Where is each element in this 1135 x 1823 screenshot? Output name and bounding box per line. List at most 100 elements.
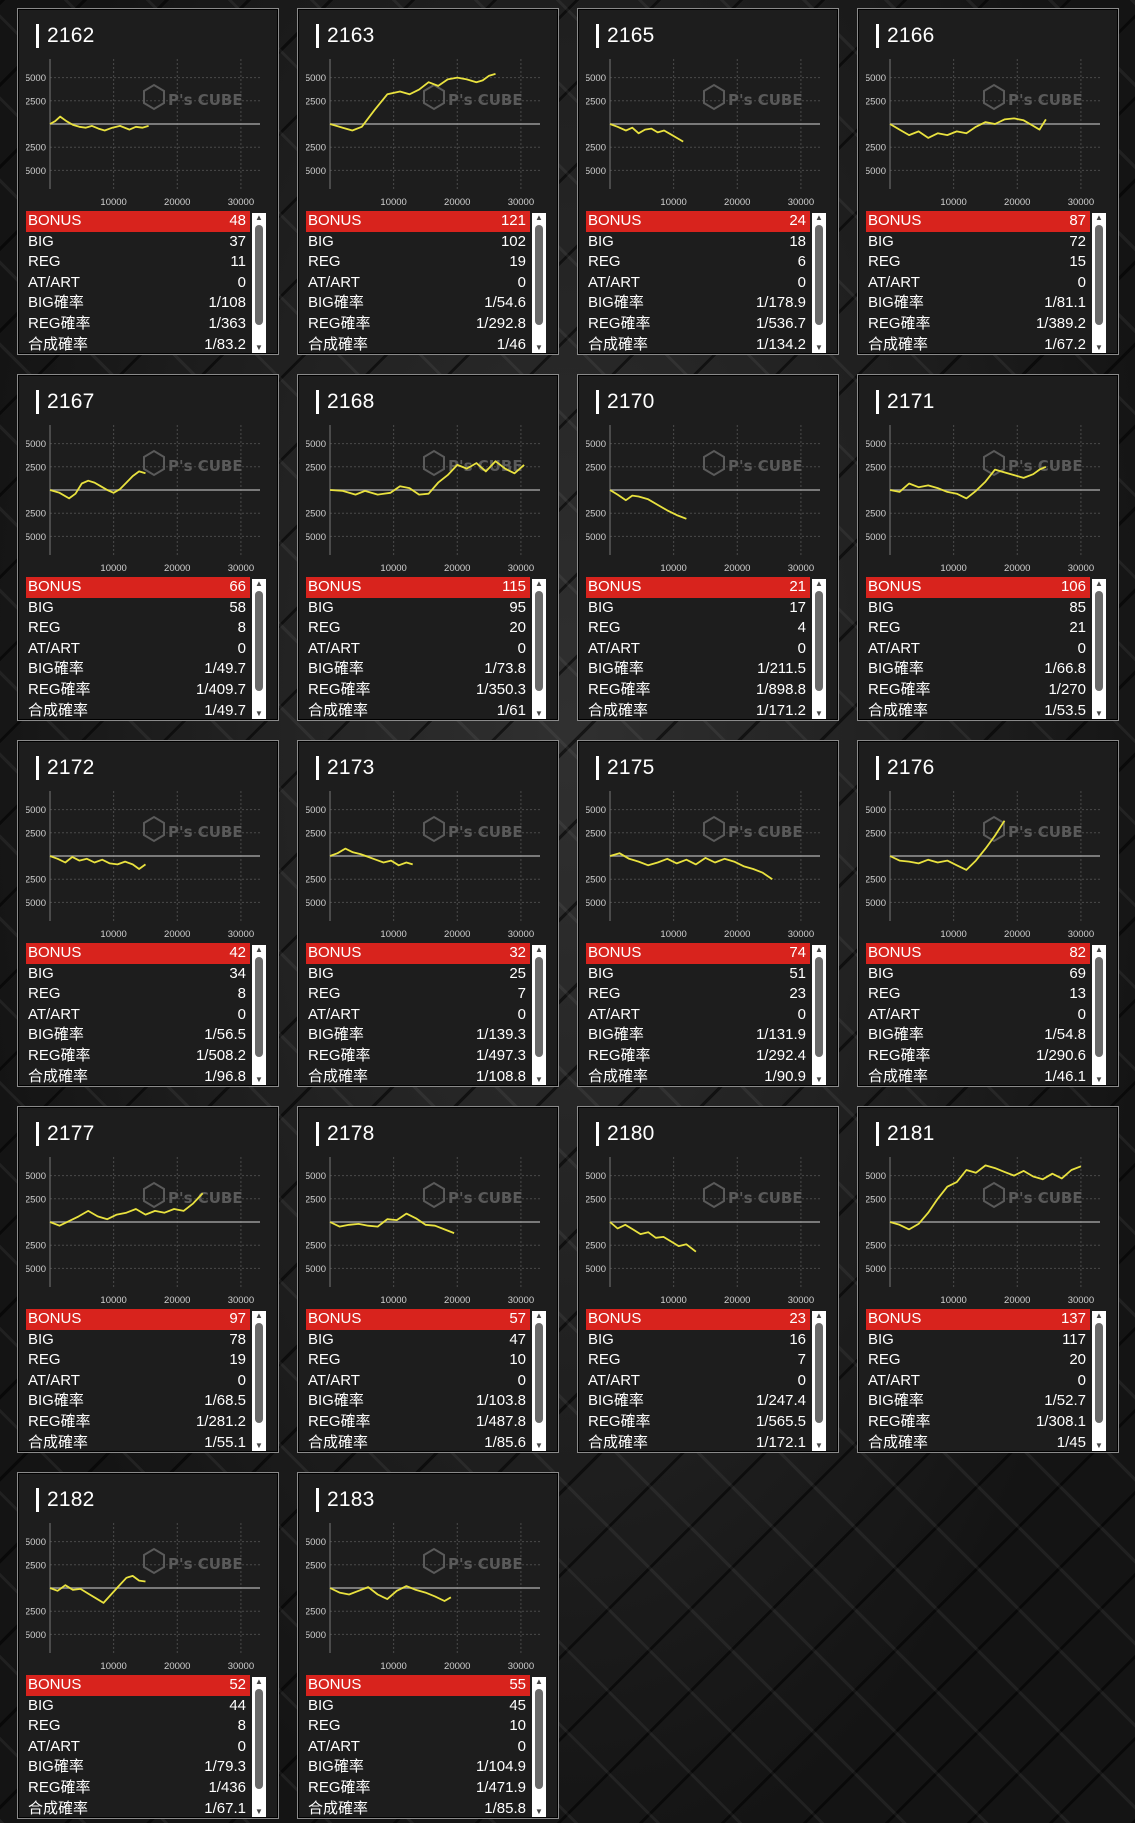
scroll-thumb[interactable] — [815, 957, 823, 1057]
scroll-up-icon[interactable]: ▲ — [535, 945, 543, 954]
machine-card[interactable]: 2171 P's CUBE 5000 2500 -2500 -5000 10000 20000… — [857, 374, 1119, 721]
scroll-down-icon[interactable]: ▼ — [535, 1075, 543, 1084]
stats-panel[interactable]: BONUS 42 BIG 34 REG 8 AT/ART 0 BIG確率 1/56.5 REG確率 1… — [26, 943, 272, 1085]
scroll-up-icon[interactable]: ▲ — [1095, 945, 1103, 954]
scroll-thumb[interactable] — [255, 225, 263, 325]
scroll-up-icon[interactable]: ▲ — [255, 579, 263, 588]
scroll-up-icon[interactable]: ▲ — [255, 945, 263, 954]
scroll-thumb[interactable] — [255, 957, 263, 1057]
scroll-down-icon[interactable]: ▼ — [1095, 1075, 1103, 1084]
stats-panel[interactable]: BONUS 66 BIG 58 REG 8 AT/ART 0 BIG確率 1/49.7 REG確率 1… — [26, 577, 272, 719]
stats-panel[interactable]: BONUS 55 BIG 45 REG 10 AT/ART 0 BIG確率 1/104.9 REG確… — [306, 1675, 552, 1817]
scroll-up-icon[interactable]: ▲ — [1095, 1311, 1103, 1320]
stats-scrollbar[interactable]: ▲ ▼ — [252, 213, 266, 353]
scroll-down-icon[interactable]: ▼ — [535, 709, 543, 718]
machine-card[interactable]: 2172 P's CUBE 5000 2500 -2500 -5000 10000 20000… — [17, 740, 279, 1087]
stats-scrollbar[interactable]: ▲ ▼ — [252, 945, 266, 1085]
stats-panel[interactable]: BONUS 82 BIG 69 REG 13 AT/ART 0 BIG確率 1/54.8 REG確率… — [866, 943, 1112, 1085]
scroll-thumb[interactable] — [255, 1323, 263, 1423]
stats-scrollbar[interactable]: ▲ ▼ — [532, 579, 546, 719]
machine-card[interactable]: 2168 P's CUBE 5000 2500 -2500 -5000 10000 20000… — [297, 374, 559, 721]
machine-card[interactable]: 2178 P's CUBE 5000 2500 -2500 -5000 10000 20000… — [297, 1106, 559, 1453]
scroll-thumb[interactable] — [1095, 957, 1103, 1057]
stats-panel[interactable]: BONUS 48 BIG 37 REG 11 AT/ART 0 BIG確率 1/108 REG確率 1… — [26, 211, 272, 353]
stats-panel[interactable]: BONUS 97 BIG 78 REG 19 AT/ART 0 BIG確率 1/68.5 REG確率… — [26, 1309, 272, 1451]
stats-panel[interactable]: BONUS 115 BIG 95 REG 20 AT/ART 0 BIG確率 1/73.8 REG確… — [306, 577, 552, 719]
stats-scrollbar[interactable]: ▲ ▼ — [252, 1677, 266, 1817]
scroll-thumb[interactable] — [535, 957, 543, 1057]
scroll-down-icon[interactable]: ▼ — [1095, 343, 1103, 352]
scroll-thumb[interactable] — [535, 1323, 543, 1423]
scroll-down-icon[interactable]: ▼ — [255, 1441, 263, 1450]
stats-panel[interactable]: BONUS 23 BIG 16 REG 7 AT/ART 0 BIG確率 1/247.4 REG確率… — [586, 1309, 832, 1451]
scroll-down-icon[interactable]: ▼ — [535, 1807, 543, 1816]
machine-card[interactable]: 2183 P's CUBE 5000 2500 -2500 -5000 10000 20000… — [297, 1472, 559, 1819]
stats-scrollbar[interactable]: ▲ ▼ — [532, 1311, 546, 1451]
scroll-down-icon[interactable]: ▼ — [255, 709, 263, 718]
stats-panel[interactable]: BONUS 32 BIG 25 REG 7 AT/ART 0 BIG確率 1/139.3 REG確率… — [306, 943, 552, 1085]
scroll-thumb[interactable] — [535, 591, 543, 691]
scroll-thumb[interactable] — [535, 1689, 543, 1789]
stats-panel[interactable]: BONUS 106 BIG 85 REG 21 AT/ART 0 BIG確率 1/66.8 REG確… — [866, 577, 1112, 719]
scroll-up-icon[interactable]: ▲ — [535, 1311, 543, 1320]
scroll-thumb[interactable] — [255, 591, 263, 691]
machine-card[interactable]: 2166 P's CUBE 5000 2500 -2500 -5000 10000 20000… — [857, 8, 1119, 355]
machine-card[interactable]: 2177 P's CUBE 5000 2500 -2500 -5000 10000 20000… — [17, 1106, 279, 1453]
machine-card[interactable]: 2162 P's CUBE 5000 2500 -2500 -5000 10000 20000… — [17, 8, 279, 355]
stats-scrollbar[interactable]: ▲ ▼ — [252, 1311, 266, 1451]
scroll-up-icon[interactable]: ▲ — [815, 213, 823, 222]
stats-panel[interactable]: BONUS 137 BIG 117 REG 20 AT/ART 0 BIG確率 1/52.7 REG… — [866, 1309, 1112, 1451]
stats-panel[interactable]: BONUS 121 BIG 102 REG 19 AT/ART 0 BIG確率 1/54.6 REG… — [306, 211, 552, 353]
machine-card[interactable]: 2170 P's CUBE 5000 2500 -2500 -5000 10000 20000… — [577, 374, 839, 721]
stats-scrollbar[interactable]: ▲ ▼ — [1092, 1311, 1106, 1451]
stats-scrollbar[interactable]: ▲ ▼ — [1092, 579, 1106, 719]
scroll-down-icon[interactable]: ▼ — [1095, 1441, 1103, 1450]
scroll-up-icon[interactable]: ▲ — [1095, 213, 1103, 222]
scroll-up-icon[interactable]: ▲ — [255, 1311, 263, 1320]
scroll-up-icon[interactable]: ▲ — [255, 1677, 263, 1686]
machine-card[interactable]: 2180 P's CUBE 5000 2500 -2500 -5000 10000 20000… — [577, 1106, 839, 1453]
stats-scrollbar[interactable]: ▲ ▼ — [252, 579, 266, 719]
scroll-up-icon[interactable]: ▲ — [255, 213, 263, 222]
stats-scrollbar[interactable]: ▲ ▼ — [812, 945, 826, 1085]
machine-card[interactable]: 2167 P's CUBE 5000 2500 -2500 -5000 10000 20000… — [17, 374, 279, 721]
scroll-thumb[interactable] — [1095, 1323, 1103, 1423]
scroll-up-icon[interactable]: ▲ — [535, 213, 543, 222]
stats-panel[interactable]: BONUS 21 BIG 17 REG 4 AT/ART 0 BIG確率 1/211.5 REG確率… — [586, 577, 832, 719]
scroll-thumb[interactable] — [815, 591, 823, 691]
scroll-up-icon[interactable]: ▲ — [815, 579, 823, 588]
scroll-up-icon[interactable]: ▲ — [535, 579, 543, 588]
scroll-up-icon[interactable]: ▲ — [815, 1311, 823, 1320]
scroll-up-icon[interactable]: ▲ — [535, 1677, 543, 1686]
stats-scrollbar[interactable]: ▲ ▼ — [812, 213, 826, 353]
stats-scrollbar[interactable]: ▲ ▼ — [1092, 945, 1106, 1085]
scroll-down-icon[interactable]: ▼ — [255, 1075, 263, 1084]
scroll-up-icon[interactable]: ▲ — [1095, 579, 1103, 588]
scroll-thumb[interactable] — [815, 1323, 823, 1423]
scroll-thumb[interactable] — [815, 225, 823, 325]
scroll-down-icon[interactable]: ▼ — [815, 1075, 823, 1084]
stats-scrollbar[interactable]: ▲ ▼ — [812, 1311, 826, 1451]
stats-panel[interactable]: BONUS 24 BIG 18 REG 6 AT/ART 0 BIG確率 1/178.9 REG確率… — [586, 211, 832, 353]
machine-card[interactable]: 2182 P's CUBE 5000 2500 -2500 -5000 10000 20000… — [17, 1472, 279, 1819]
scroll-thumb[interactable] — [255, 1689, 263, 1789]
scroll-down-icon[interactable]: ▼ — [815, 343, 823, 352]
stats-scrollbar[interactable]: ▲ ▼ — [812, 579, 826, 719]
scroll-thumb[interactable] — [1095, 225, 1103, 325]
stats-panel[interactable]: BONUS 87 BIG 72 REG 15 AT/ART 0 BIG確率 1/81.1 REG確率… — [866, 211, 1112, 353]
machine-card[interactable]: 2163 P's CUBE 5000 2500 -2500 -5000 10000 20000… — [297, 8, 559, 355]
machine-card[interactable]: 2175 P's CUBE 5000 2500 -2500 -5000 10000 20000… — [577, 740, 839, 1087]
scroll-down-icon[interactable]: ▼ — [815, 709, 823, 718]
stats-panel[interactable]: BONUS 57 BIG 47 REG 10 AT/ART 0 BIG確率 1/103.8 REG確… — [306, 1309, 552, 1451]
stats-scrollbar[interactable]: ▲ ▼ — [532, 945, 546, 1085]
scroll-down-icon[interactable]: ▼ — [255, 343, 263, 352]
stats-scrollbar[interactable]: ▲ ▼ — [532, 213, 546, 353]
scroll-thumb[interactable] — [535, 225, 543, 325]
stats-panel[interactable]: BONUS 74 BIG 51 REG 23 AT/ART 0 BIG確率 1/131.9 REG確… — [586, 943, 832, 1085]
scroll-up-icon[interactable]: ▲ — [815, 945, 823, 954]
scroll-down-icon[interactable]: ▼ — [815, 1441, 823, 1450]
stats-scrollbar[interactable]: ▲ ▼ — [532, 1677, 546, 1817]
machine-card[interactable]: 2181 P's CUBE 5000 2500 -2500 -5000 10000 20000… — [857, 1106, 1119, 1453]
scroll-down-icon[interactable]: ▼ — [255, 1807, 263, 1816]
scroll-down-icon[interactable]: ▼ — [535, 1441, 543, 1450]
